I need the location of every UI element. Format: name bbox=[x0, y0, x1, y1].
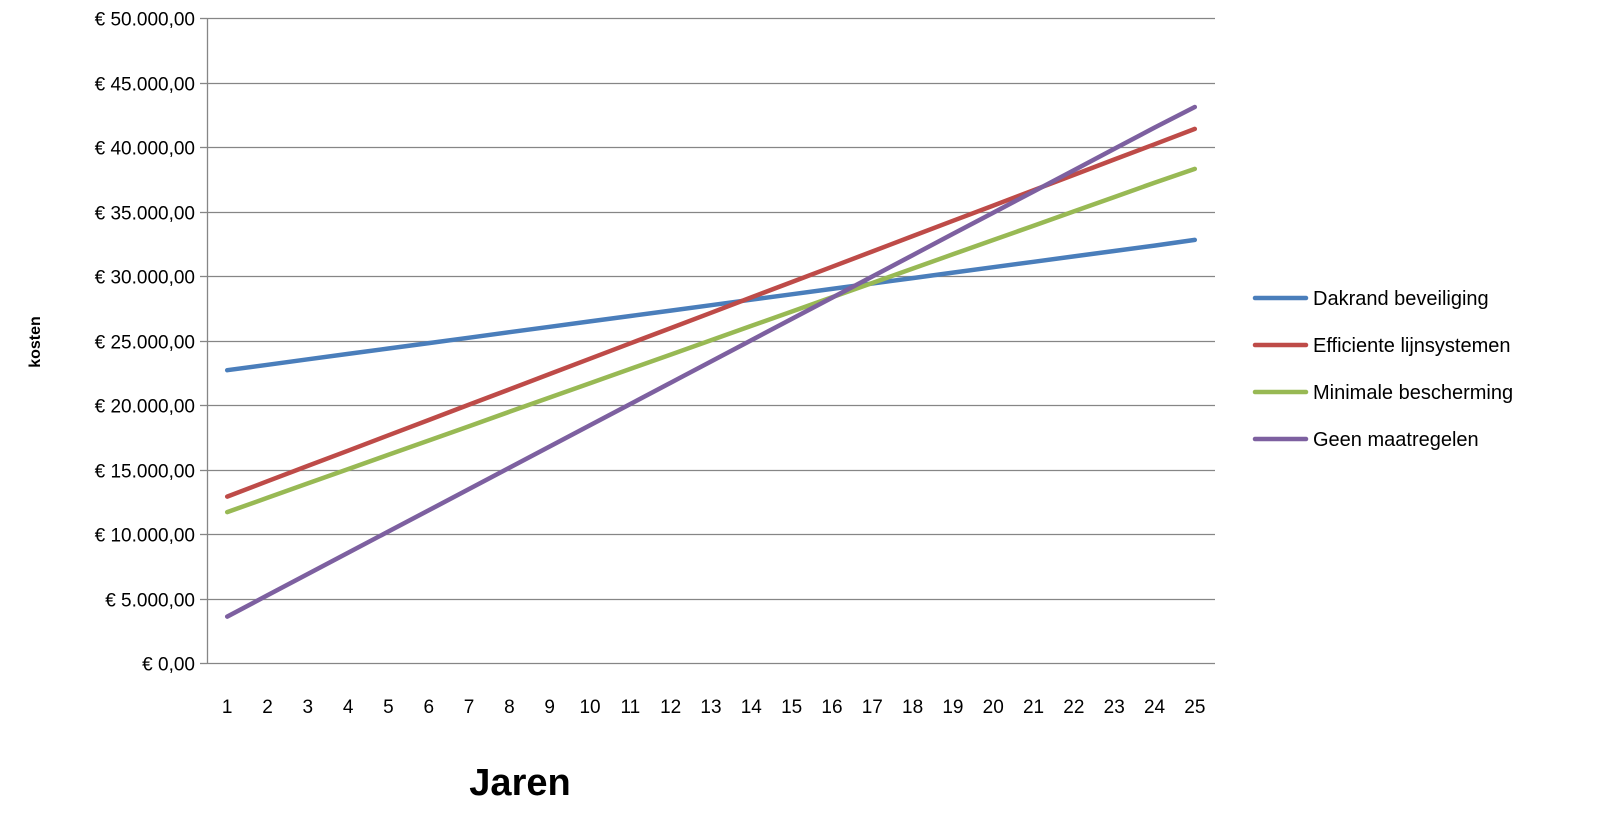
y-axis-label: kosten bbox=[27, 316, 44, 368]
x-tick-label: 7 bbox=[464, 697, 475, 718]
x-tick-label: 12 bbox=[660, 697, 681, 718]
y-tick-label: € 40.000,00 bbox=[95, 139, 195, 160]
y-tick-label: € 15.000,00 bbox=[95, 462, 195, 483]
x-tick-label: 6 bbox=[423, 697, 434, 718]
y-tick-label: € 30.000,00 bbox=[95, 268, 195, 289]
x-tick-label: 8 bbox=[504, 697, 515, 718]
legend-label: Efficiente lijnsystemen bbox=[1313, 335, 1511, 357]
x-tick-label: 1 bbox=[222, 697, 233, 718]
legend: Dakrand beveiliging Efficiente lijnsystem… bbox=[1252, 288, 1513, 451]
x-tick-label: 13 bbox=[700, 697, 721, 718]
series-line bbox=[224, 237, 1198, 373]
x-tick-label: 22 bbox=[1063, 697, 1084, 718]
x-tick-label: 5 bbox=[383, 697, 394, 718]
y-tick-label: € 35.000,00 bbox=[95, 204, 195, 225]
x-tick-label: 17 bbox=[862, 697, 883, 718]
x-tick-label: 9 bbox=[544, 697, 555, 718]
x-axis-label: Jaren bbox=[469, 762, 570, 804]
y-tick-label: € 0,00 bbox=[142, 655, 195, 676]
x-axis-ticks: 1 2 3 4 5 6 7 8 9 10 11 12 13 14 15 16 17 18 19 20 21 22 23 24 2… bbox=[222, 697, 1206, 718]
x-tick-label: 2 bbox=[262, 697, 273, 718]
x-tick-label: 24 bbox=[1144, 697, 1166, 718]
legend-label: Geen maatregelen bbox=[1313, 429, 1479, 451]
y-tick-label: € 50.000,00 bbox=[95, 10, 195, 31]
x-tick-label: 14 bbox=[741, 697, 763, 718]
y-tick-label: € 20.000,00 bbox=[95, 397, 195, 418]
series-line bbox=[224, 166, 1198, 515]
y-axis-ticks: € 0,00 € 5.000,00 € 10.000,00 € 15.000,00 € … bbox=[95, 10, 207, 676]
x-tick-label: 3 bbox=[303, 697, 314, 718]
x-tick-label: 25 bbox=[1184, 697, 1205, 718]
x-tick-label: 16 bbox=[821, 697, 842, 718]
x-tick-label: 19 bbox=[942, 697, 963, 718]
x-tick-label: 21 bbox=[1023, 697, 1044, 718]
series-lines bbox=[224, 104, 1198, 619]
x-tick-label: 15 bbox=[781, 697, 802, 718]
y-tick-label: € 5.000,00 bbox=[105, 591, 195, 612]
x-tick-label: 10 bbox=[579, 697, 600, 718]
x-tick-label: 18 bbox=[902, 697, 923, 718]
y-tick-label: € 10.000,00 bbox=[95, 526, 195, 547]
x-tick-label: 11 bbox=[620, 697, 640, 718]
x-tick-label: 23 bbox=[1104, 697, 1125, 718]
legend-label: Dakrand beveiliging bbox=[1313, 288, 1489, 310]
y-tick-label: € 25.000,00 bbox=[95, 333, 195, 354]
x-tick-label: 20 bbox=[983, 697, 1004, 718]
x-tick-label: 4 bbox=[343, 697, 354, 718]
y-tick-label: € 45.000,00 bbox=[95, 75, 195, 96]
legend-label: Minimale bescherming bbox=[1313, 382, 1513, 404]
series-line bbox=[224, 104, 1198, 619]
